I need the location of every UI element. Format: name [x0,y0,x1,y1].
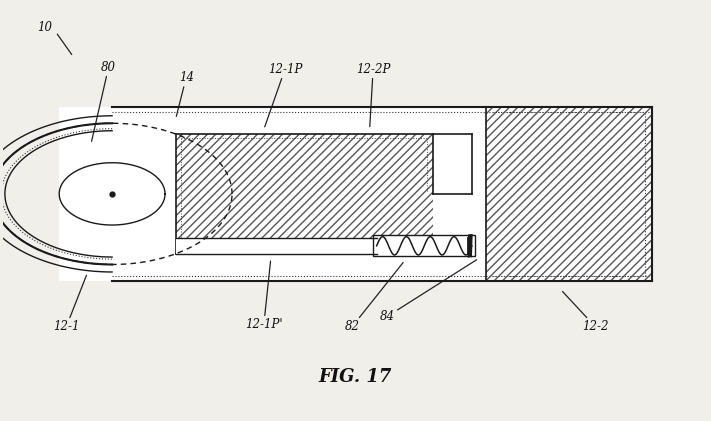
Bar [373,235,476,256]
Bar [176,237,377,254]
Bar [59,107,652,281]
Text: 82: 82 [344,263,403,333]
Text: 14: 14 [176,71,193,117]
Text: 12-2P: 12-2P [356,63,390,127]
Text: 12-2: 12-2 [562,291,609,333]
Bar [176,133,433,254]
Text: 12-1P: 12-1P [264,63,302,127]
Text: 80: 80 [92,61,116,141]
Text: 10: 10 [38,21,53,34]
Bar [176,133,433,254]
Bar [486,107,652,281]
Text: 12-1P': 12-1P' [245,261,282,331]
Text: FIG. 17: FIG. 17 [319,368,392,386]
Text: 12-1: 12-1 [53,275,87,333]
Bar [486,107,652,281]
Text: 84: 84 [380,260,476,323]
